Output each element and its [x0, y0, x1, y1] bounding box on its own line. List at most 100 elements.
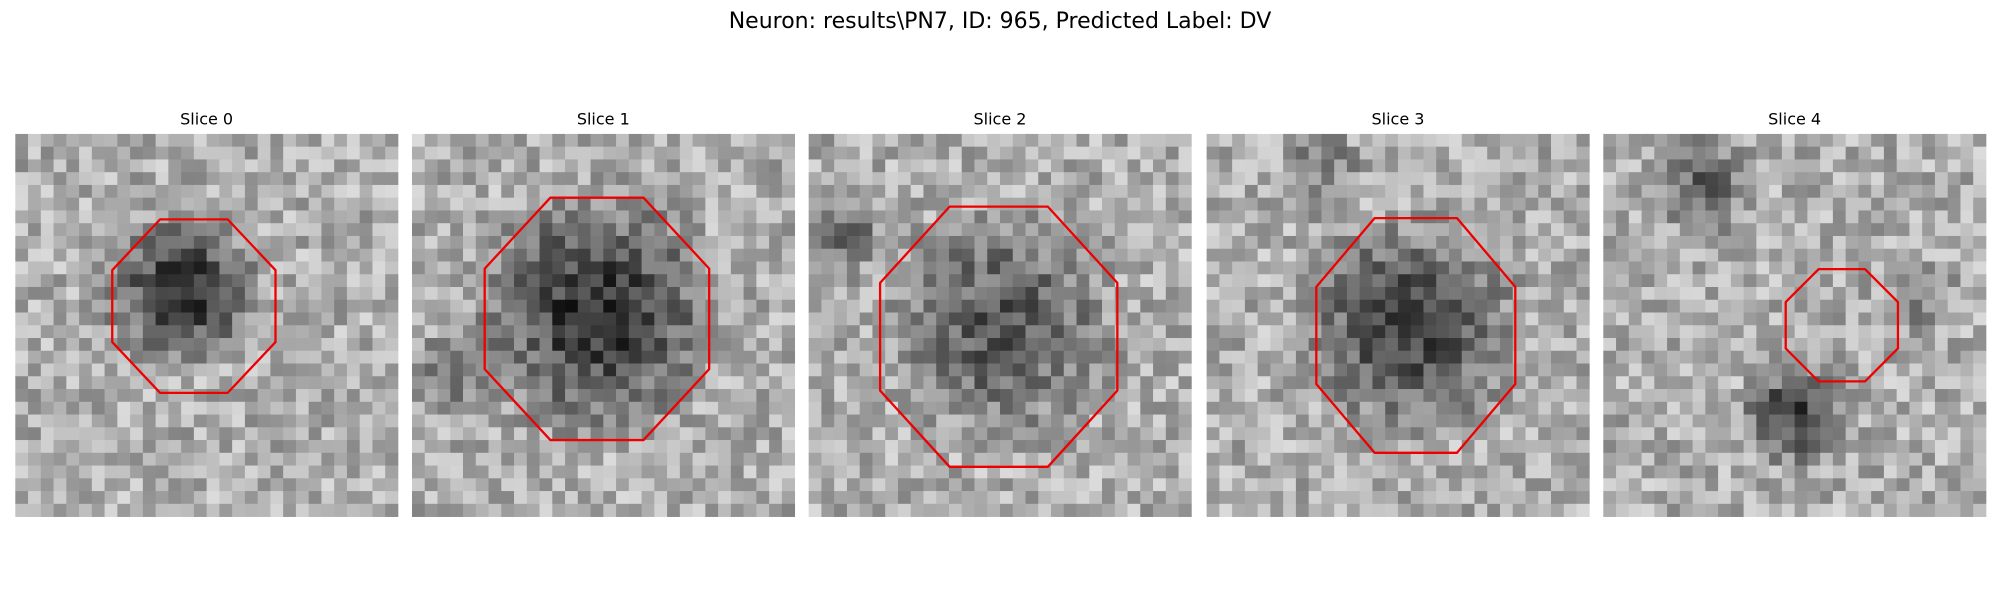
image-pixel: [718, 312, 732, 326]
image-pixel: [1538, 350, 1552, 364]
image-pixel: [1551, 197, 1565, 211]
image-pixel: [437, 312, 451, 326]
image-pixel: [1089, 363, 1103, 377]
image-pixel: [334, 325, 348, 339]
image-pixel: [1076, 261, 1090, 275]
image-pixel: [1321, 184, 1335, 199]
image-pixel: [539, 197, 553, 211]
image-pixel: [1295, 465, 1310, 479]
image-pixel: [181, 274, 195, 288]
image-pixel: [40, 389, 54, 403]
image-pixel: [897, 325, 912, 339]
image-pixel: [1283, 299, 1297, 313]
image-pixel: [718, 338, 732, 352]
image-pixel: [1512, 235, 1526, 250]
image-pixel: [603, 172, 617, 186]
image-pixel: [821, 223, 835, 237]
image-pixel: [859, 503, 873, 517]
image-pixel: [1244, 389, 1259, 403]
image-pixel: [1219, 338, 1233, 352]
image-pixel: [1858, 235, 1872, 250]
image-pixel: [1525, 184, 1539, 199]
image-pixel: [1743, 452, 1757, 466]
image-pixel: [936, 299, 950, 313]
image-pixel: [1743, 210, 1757, 224]
image-pixel: [552, 325, 566, 339]
image-pixel: [1397, 235, 1412, 250]
image-pixel: [948, 389, 963, 403]
image-pixel: [1667, 159, 1681, 173]
image-pixel: [821, 261, 835, 275]
image-pixel: [193, 478, 208, 492]
image-pixel: [1756, 261, 1770, 275]
image-pixel: [346, 235, 361, 250]
image-pixel: [961, 159, 975, 173]
image-pixel: [1140, 363, 1154, 377]
image-pixel: [1359, 184, 1373, 199]
image-pixel: [1922, 503, 1936, 517]
image-pixel: [1692, 146, 1706, 160]
image-pixel: [1283, 376, 1297, 390]
image-pixel: [1114, 146, 1128, 160]
image-pixel: [1232, 274, 1246, 288]
image-pixel: [846, 325, 861, 339]
image-pixel: [1551, 210, 1565, 224]
image-pixel: [1219, 286, 1233, 301]
image-pixel: [1359, 401, 1373, 415]
image-pixel: [1153, 363, 1167, 377]
image-pixel: [1270, 465, 1284, 479]
image-pixel: [1089, 389, 1103, 403]
image-pixel: [1346, 325, 1361, 339]
image-pixel: [295, 491, 310, 505]
image-pixel: [616, 414, 630, 428]
image-pixel: [1102, 286, 1116, 301]
image-pixel: [1257, 363, 1271, 377]
image-pixel: [1038, 146, 1052, 160]
image-pixel: [961, 401, 975, 415]
image-pixel: [1076, 376, 1090, 390]
image-pixel: [1820, 401, 1834, 415]
image-pixel: [359, 184, 373, 199]
image-pixel: [1922, 414, 1936, 428]
image-pixel: [1140, 338, 1154, 352]
image-pixel: [590, 465, 604, 479]
image-pixel: [463, 223, 477, 237]
image-pixel: [730, 133, 744, 148]
image-pixel: [1871, 491, 1885, 505]
image-pixel: [1679, 503, 1693, 517]
image-pixel: [1270, 414, 1284, 428]
image-pixel: [1321, 133, 1335, 148]
image-pixel: [961, 210, 975, 224]
image-pixel: [40, 223, 54, 237]
image-pixel: [1219, 248, 1233, 262]
image-pixel: [1025, 312, 1039, 326]
image-pixel: [1845, 363, 1859, 377]
image-pixel: [168, 286, 182, 301]
image-pixel: [1038, 248, 1052, 262]
image-pixel: [424, 261, 438, 275]
image-pixel: [257, 363, 271, 377]
image-pixel: [628, 235, 642, 250]
image-pixel: [1909, 133, 1923, 148]
image-pixel: [450, 159, 464, 173]
image-pixel: [488, 197, 502, 211]
image-pixel: [450, 299, 464, 313]
image-pixel: [781, 299, 796, 313]
image-pixel: [1525, 491, 1539, 505]
image-pixel: [232, 210, 246, 224]
image-pixel: [232, 261, 246, 275]
image-pixel: [308, 274, 322, 288]
image-pixel: [168, 440, 182, 454]
image-pixel: [1628, 478, 1642, 492]
image-pixel: [1832, 299, 1847, 313]
image-pixel: [79, 312, 93, 326]
image-pixel: [488, 184, 502, 199]
image-pixel: [1705, 338, 1719, 352]
image-pixel: [616, 312, 630, 326]
image-pixel: [283, 159, 297, 173]
image-pixel: [1283, 338, 1297, 352]
image-pixel: [1499, 172, 1514, 186]
image-pixel: [872, 401, 886, 415]
image-pixel: [1140, 235, 1154, 250]
image-pixel: [488, 452, 502, 466]
